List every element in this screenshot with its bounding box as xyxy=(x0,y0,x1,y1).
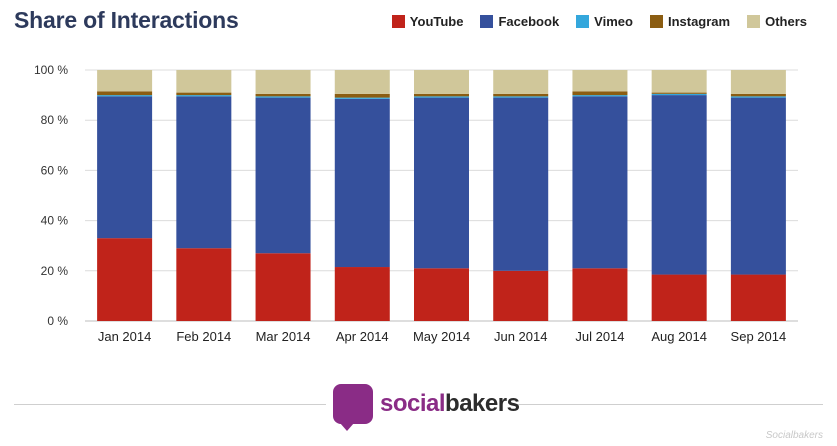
bar-segment-others xyxy=(176,70,232,93)
bar-segment-facebook xyxy=(176,96,232,249)
bar-segment-others xyxy=(730,70,786,94)
y-tick-label: 0 % xyxy=(47,314,68,328)
chart-title: Share of Interactions xyxy=(14,7,239,33)
bar-segment-instagram xyxy=(176,92,232,96)
bar-segment-youtube xyxy=(176,248,232,321)
legend-swatch-instagram xyxy=(649,15,663,28)
bar-segment-vimeo xyxy=(255,96,311,98)
bar-segment-others xyxy=(414,70,469,94)
bar-segment-facebook xyxy=(414,97,469,269)
bar-segment-others xyxy=(572,70,628,92)
x-tick-label: Aug 2014 xyxy=(651,329,707,344)
y-tick-label: 20 % xyxy=(41,264,69,278)
legend-swatch-others xyxy=(747,15,761,28)
legend-swatch-vimeo xyxy=(576,15,590,28)
bar-segment-facebook xyxy=(255,97,311,254)
socialbakers-logo-icon xyxy=(333,384,373,431)
legend-label: Vimeo xyxy=(594,14,633,29)
x-tick-label: Jul 2014 xyxy=(575,329,624,344)
bar-segment-youtube xyxy=(97,238,153,321)
socialbakers-logo-text: socialbakers xyxy=(380,390,520,418)
bar-segment-others xyxy=(334,70,390,94)
bar-segment-youtube xyxy=(334,267,390,321)
legend-label: Instagram xyxy=(667,14,731,29)
bar-segment-youtube xyxy=(414,268,469,321)
legend-item-vimeo[interactable]: Vimeo xyxy=(576,14,633,29)
bar-segment-vimeo xyxy=(651,93,707,96)
x-tick-label: Apr 2014 xyxy=(336,329,389,344)
bar-segment-vimeo xyxy=(414,96,469,98)
bar-segment-youtube xyxy=(730,274,786,321)
watermark: Socialbakers xyxy=(765,430,823,441)
bar-segment-vimeo xyxy=(730,96,786,98)
bar-segment-others xyxy=(493,70,549,94)
bar-segment-vimeo xyxy=(334,97,390,99)
legend-label: YouTube xyxy=(409,14,464,29)
bar-segment-instagram xyxy=(255,93,311,97)
bar-segment-youtube xyxy=(493,270,549,321)
y-tick-label: 60 % xyxy=(41,163,69,177)
legend: YouTube Facebook Vimeo Instagram Others xyxy=(375,14,807,29)
bar-segment-facebook xyxy=(334,98,390,268)
bar-segment-instagram xyxy=(97,91,153,96)
footer-divider-left xyxy=(14,404,326,405)
legend-item-others[interactable]: Others xyxy=(747,14,807,29)
x-tick-label: Jan 2014 xyxy=(98,329,152,344)
x-tick-label: May 2014 xyxy=(413,329,470,344)
bar-segment-vimeo xyxy=(97,95,153,97)
bar-segment-instagram xyxy=(572,91,628,96)
x-tick-label: Jun 2014 xyxy=(494,329,548,344)
y-tick-label: 80 % xyxy=(41,113,69,127)
x-tick-label: Mar 2014 xyxy=(256,329,311,344)
legend-label: Facebook xyxy=(498,14,560,29)
bar-segment-others xyxy=(97,70,153,92)
bar-segment-vimeo xyxy=(572,95,628,97)
bar-segment-others xyxy=(651,70,707,93)
bar-segment-instagram xyxy=(651,92,707,94)
bar-segment-instagram xyxy=(334,93,390,98)
bar-segment-instagram xyxy=(414,93,469,97)
bar-segment-facebook xyxy=(493,97,549,271)
legend-swatch-youtube xyxy=(391,15,405,28)
bar-segment-youtube xyxy=(651,274,707,321)
legend-swatch-facebook xyxy=(480,15,494,28)
legend-item-facebook[interactable]: Facebook xyxy=(480,14,559,29)
bar-segment-facebook xyxy=(730,97,786,275)
bar-segment-instagram xyxy=(730,93,786,97)
bar-segment-facebook xyxy=(97,96,153,239)
y-tick-label: 40 % xyxy=(41,214,69,228)
x-tick-label: Feb 2014 xyxy=(176,329,231,344)
bar-segment-youtube xyxy=(572,268,628,321)
legend-item-instagram[interactable]: Instagram xyxy=(649,14,731,29)
logo-text-bakers: bakers xyxy=(445,390,520,417)
bar-segment-youtube xyxy=(255,253,311,321)
x-tick-label: Sep 2014 xyxy=(731,329,787,344)
bar-segment-facebook xyxy=(572,96,628,269)
y-tick-label: 100 % xyxy=(34,63,68,77)
bar-segment-vimeo xyxy=(493,96,549,98)
footer-divider-right xyxy=(510,404,823,405)
bar-segment-vimeo xyxy=(176,95,232,97)
legend-item-youtube[interactable]: YouTube xyxy=(391,14,464,29)
bar-segment-facebook xyxy=(651,95,707,275)
bar-segment-instagram xyxy=(493,93,549,97)
bar-segment-others xyxy=(255,70,311,94)
legend-label: Others xyxy=(765,14,807,29)
logo-text-social: social xyxy=(380,390,446,417)
